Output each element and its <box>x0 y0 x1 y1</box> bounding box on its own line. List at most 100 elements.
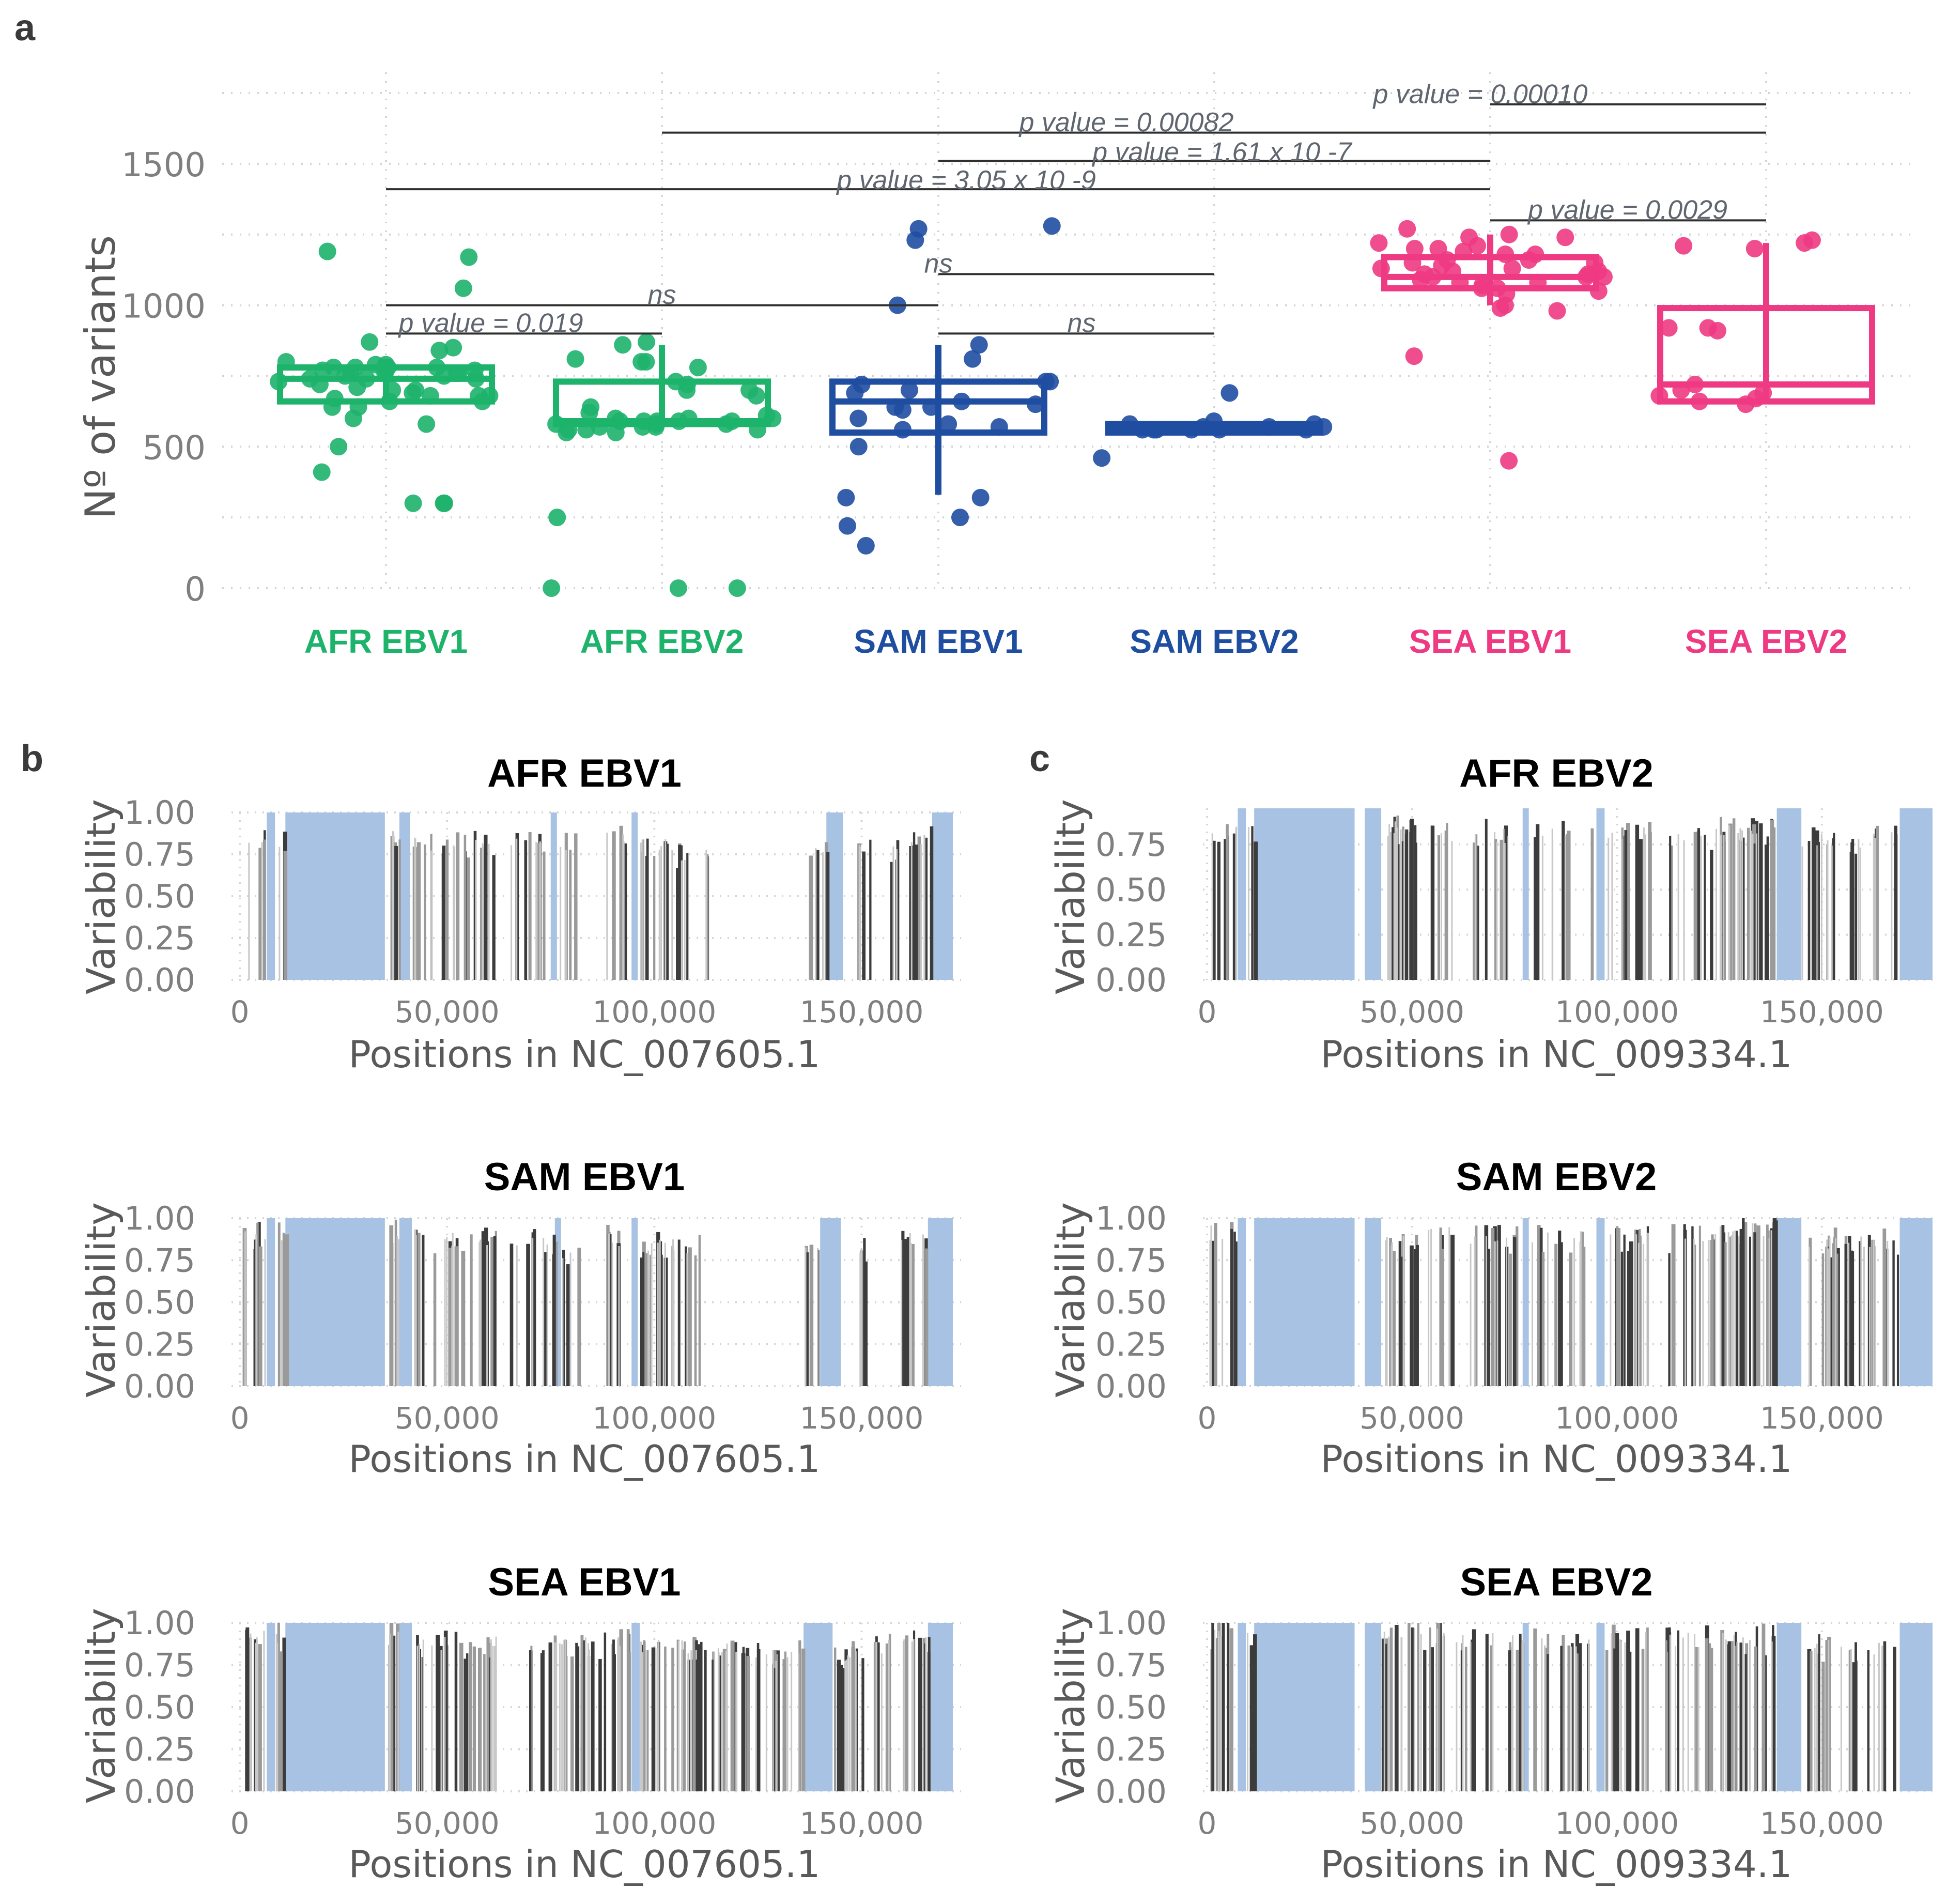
panel-title: SEA EBV2 <box>1460 1560 1652 1604</box>
variant-bar <box>619 1629 623 1791</box>
panel-letter-c: c <box>1029 738 1050 779</box>
variant-bar-light <box>1209 1240 1211 1386</box>
variant-bar <box>1519 1634 1522 1791</box>
data-point <box>728 579 746 597</box>
variant-bar <box>548 1642 552 1791</box>
variant-bar-light <box>817 1248 819 1386</box>
variant-bar-light <box>1541 1638 1543 1791</box>
variant-bar <box>1855 1642 1857 1791</box>
data-point <box>1595 268 1613 286</box>
variability-panel-sam-ebv1: SAM EBV1 0.00 0.25 0.50 0.75 1.00 0 50,000 100,… <box>78 1155 961 1481</box>
variant-bar <box>840 1665 843 1791</box>
x-tick-label: 100,000 <box>592 994 716 1030</box>
variant-bar <box>925 1248 929 1386</box>
variant-bar <box>433 1253 437 1386</box>
variant-bar-light <box>1391 1242 1393 1386</box>
x-tick-label: 0 <box>1197 1806 1216 1841</box>
data-point <box>323 398 341 416</box>
variant-bar-light <box>397 1631 399 1791</box>
variant-bar <box>472 1646 476 1791</box>
masked-region <box>399 1623 412 1791</box>
variant-bar-light <box>250 1633 252 1791</box>
panel-title: AFR EBV1 <box>487 751 682 795</box>
variant-bar <box>1446 823 1448 980</box>
variant-bar <box>612 1639 615 1791</box>
variant-bar <box>258 848 262 980</box>
variant-bar-light <box>475 840 477 980</box>
variant-bar-light <box>1547 1232 1549 1386</box>
data-point <box>1403 254 1421 272</box>
variant-bar <box>1893 1647 1896 1791</box>
data-point <box>1660 319 1678 337</box>
variant-bar-light <box>414 837 416 980</box>
variant-bar-light <box>1503 828 1505 980</box>
variant-bar <box>1639 1229 1641 1386</box>
variant-bar <box>389 1225 394 1386</box>
variant-bar <box>837 1660 841 1791</box>
masked-region <box>1254 808 1355 980</box>
variant-bar <box>577 1248 581 1386</box>
data-point <box>717 415 735 433</box>
variant-bar-light <box>478 1242 481 1386</box>
data-point <box>418 415 436 433</box>
variant-bar <box>1444 830 1447 980</box>
variant-bar-light <box>565 850 567 980</box>
variant-bar <box>909 846 911 980</box>
variant-bar <box>917 836 921 980</box>
variant-bar-light <box>276 1643 279 1791</box>
x-tick-label: 100,000 <box>592 1401 716 1436</box>
data-point <box>1548 302 1566 320</box>
variant-bar <box>698 1235 701 1386</box>
y-tick-label: 0.50 <box>1095 1284 1167 1322</box>
variant-bar <box>1475 846 1479 980</box>
variant-bar <box>1825 1639 1829 1791</box>
y-axis-title: Variability <box>1047 1608 1093 1803</box>
variant-bar-light <box>1859 847 1861 980</box>
x-tick-label: 0 <box>230 994 250 1030</box>
data-point <box>990 418 1008 436</box>
variant-bar <box>756 1642 760 1791</box>
variant-bar <box>1539 1227 1543 1386</box>
variant-bar-light <box>1611 833 1613 980</box>
variant-bar <box>1635 824 1640 980</box>
variant-bar-light <box>1714 1234 1717 1386</box>
variant-bar-light <box>1829 1237 1831 1386</box>
y-tick-label: 0.00 <box>1095 1773 1167 1810</box>
variant-bar-light <box>1522 1640 1524 1791</box>
variant-bar <box>1211 1240 1215 1386</box>
variant-bar-light <box>1494 1241 1496 1386</box>
variant-bar <box>1491 1227 1495 1386</box>
data-point <box>906 231 924 249</box>
variant-bar-light <box>1643 1243 1645 1386</box>
variant-bar-light <box>554 1642 556 1791</box>
variant-bar-light <box>642 839 644 980</box>
variant-bar-light <box>1869 1247 1871 1386</box>
variant-bar-light <box>1620 1641 1622 1791</box>
variant-bar-light <box>619 1646 621 1791</box>
variant-bar <box>1562 821 1565 980</box>
variant-bar <box>1485 819 1488 980</box>
data-point <box>577 421 595 439</box>
variant-bar <box>1578 1643 1582 1791</box>
variant-bar-light <box>606 832 608 980</box>
panel-plot-area: 0.00 0.25 0.50 0.75 1.00 0 50,000 100,000 150,00… <box>1095 1604 1933 1841</box>
y-tick-label: 0.00 <box>124 1773 195 1810</box>
variant-bar <box>1485 1634 1489 1791</box>
variant-bar <box>698 1644 702 1791</box>
data-point <box>1745 240 1764 258</box>
variant-bar-light <box>1428 1230 1430 1386</box>
variant-bar-light <box>1736 1641 1738 1791</box>
variant-bar <box>692 1637 697 1791</box>
data-point <box>361 333 379 351</box>
variant-bar-light <box>1235 826 1238 980</box>
variant-bar-light <box>587 1643 589 1791</box>
variant-bar <box>1809 1237 1812 1386</box>
variant-bar <box>448 1248 452 1386</box>
variant-bar <box>1613 1648 1617 1791</box>
variant-bar-light <box>659 1239 661 1386</box>
variant-bar <box>480 848 483 980</box>
y-tick-label: 0.50 <box>124 878 195 915</box>
masked-region <box>928 1623 953 1791</box>
variant-bar-light <box>1643 827 1645 980</box>
masked-region <box>1596 808 1605 980</box>
